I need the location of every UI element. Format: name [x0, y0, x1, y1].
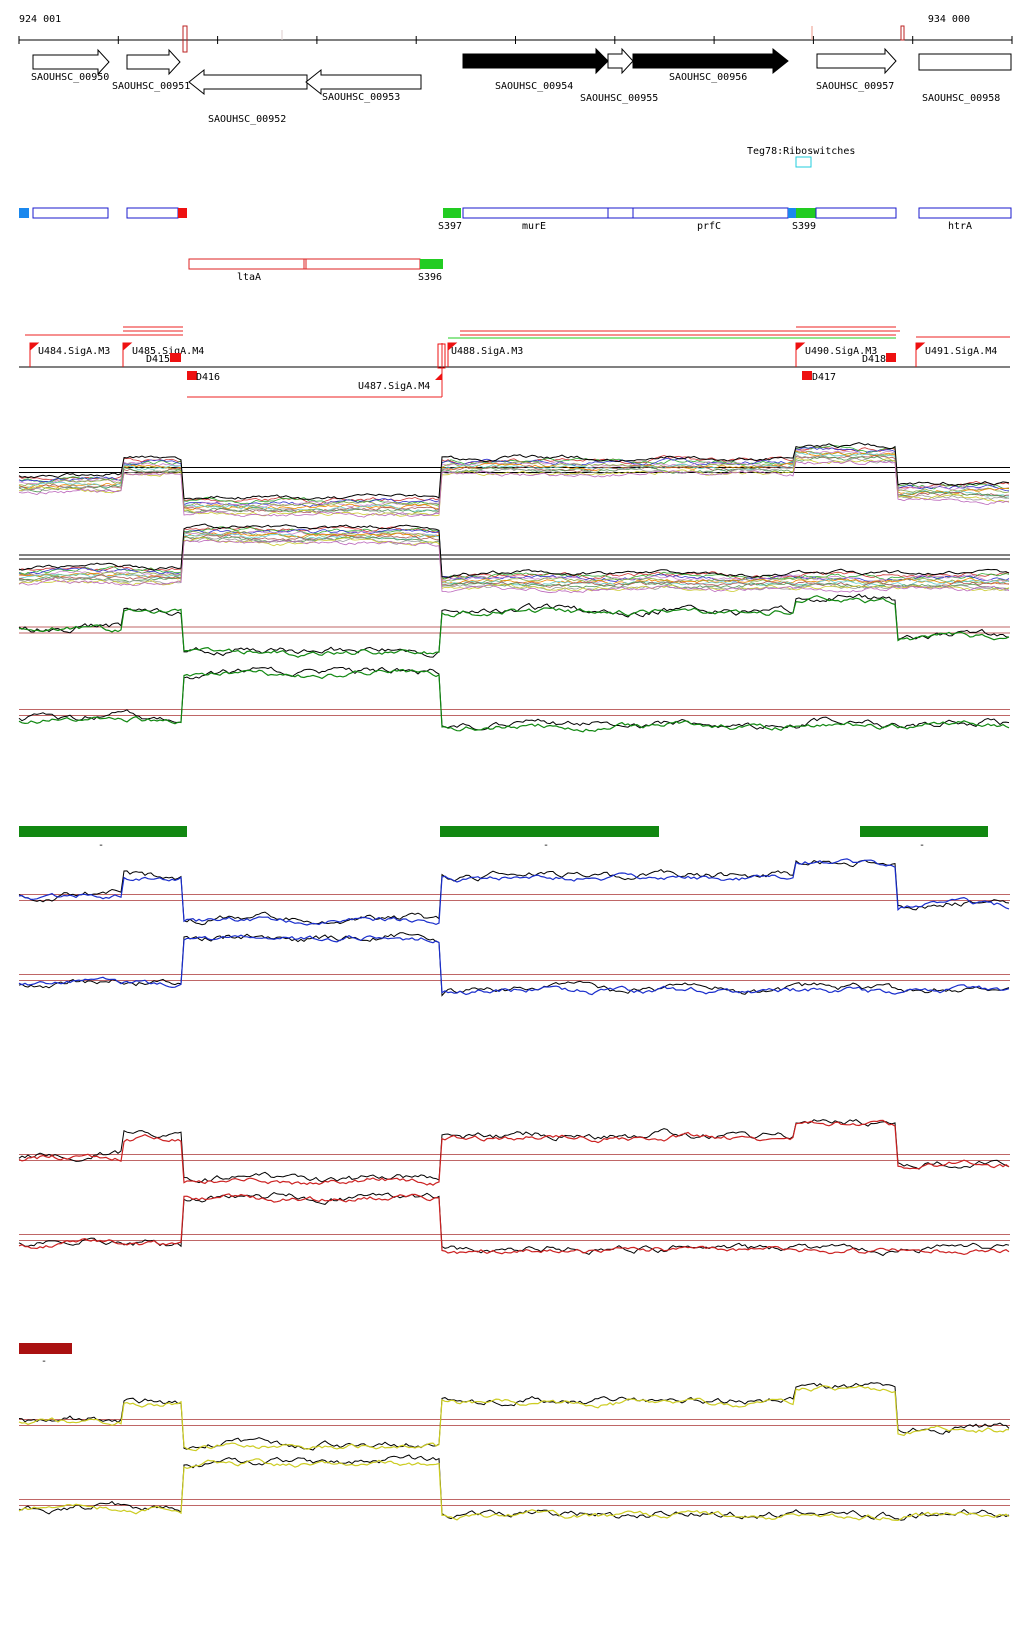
- feature-box[interactable]: [32, 207, 109, 219]
- gene-saouhsc-00956[interactable]: SAOUHSC_00956: [632, 47, 789, 83]
- ruler-end-coordinate: 934 000: [928, 14, 970, 25]
- terminator-label: D415: [146, 354, 170, 365]
- feature-label: S397: [438, 221, 462, 232]
- condition-bar[interactable]: -: [440, 826, 659, 851]
- feature-label: S399: [792, 221, 816, 232]
- blue-track-plus: [18, 858, 1010, 926]
- riboswitch-annotation[interactable]: Teg78:Riboswitches: [747, 146, 855, 168]
- gene-label: SAOUHSC_00956: [669, 72, 747, 83]
- riboswitch-box: [795, 156, 812, 168]
- ruler-marker: [900, 25, 905, 41]
- transcript-track: U484.SigA.M3 U485.SigA.M4 D415 D416 U487…: [19, 326, 1010, 398]
- gene-label: SAOUHSC_00958: [922, 93, 1000, 104]
- gene-label: SAOUHSC_00957: [816, 81, 894, 92]
- condition-bar-label: -: [919, 840, 925, 851]
- multi-sample-track-plus: [18, 442, 1010, 518]
- feature-label: prfC: [697, 221, 721, 232]
- terminator-label: D416: [196, 372, 220, 383]
- gene-saouhsc-00951[interactable]: SAOUHSC_00951: [112, 48, 190, 92]
- feature-ltaa[interactable]: [188, 258, 307, 270]
- feature-marker: [788, 208, 796, 218]
- gene-saouhsc-00952[interactable]: SAOUHSC_00952: [188, 68, 308, 125]
- promoter-u487[interactable]: U487.SigA.M4: [358, 343, 446, 392]
- gene-track: SAOUHSC_00950 SAOUHSC_00951 SAOUHSC_0095…: [31, 47, 1012, 125]
- feature-box[interactable]: [305, 258, 421, 270]
- ruler-start-coordinate: 924 001: [19, 14, 61, 25]
- condition-bar[interactable]: -: [19, 826, 187, 851]
- feature-box[interactable]: [815, 207, 897, 219]
- feature-prfc[interactable]: [632, 207, 789, 219]
- gene-saouhsc-00950[interactable]: SAOUHSC_00950: [31, 48, 110, 83]
- promoter-u488[interactable]: U488.SigA.M3: [447, 342, 523, 367]
- feature-box[interactable]: [126, 207, 179, 219]
- feature-label: ltaA: [237, 272, 261, 283]
- gene-saouhsc-00955[interactable]: SAOUHSC_00955: [580, 47, 658, 104]
- condition-bar[interactable]: -: [19, 1343, 72, 1367]
- feature-marker: [178, 208, 187, 218]
- multi-sample-track-minus: [18, 523, 1010, 594]
- terminator-label: D418: [862, 354, 886, 365]
- feature-label: htrA: [948, 221, 972, 232]
- promoter-u491[interactable]: U491.SigA.M4: [915, 342, 997, 367]
- promoter-u484[interactable]: U484.SigA.M3: [29, 342, 110, 367]
- yellow-track-plus: [18, 1382, 1010, 1452]
- green-track-plus: [18, 593, 1010, 658]
- condition-bar[interactable]: -: [860, 826, 988, 851]
- promoter-u490[interactable]: U490.SigA.M3: [795, 342, 877, 367]
- feature-mure[interactable]: [462, 207, 609, 219]
- terminator-d418[interactable]: D418: [862, 353, 896, 365]
- promoter-u485[interactable]: U485.SigA.M4: [122, 342, 204, 367]
- red-track-plus: [18, 1119, 1010, 1186]
- terminator-d415[interactable]: D415: [146, 353, 181, 365]
- gene-label: SAOUHSC_00955: [580, 93, 658, 104]
- coordinate-ruler: 924 001 934 000: [18, 14, 1013, 53]
- gene-label: SAOUHSC_00952: [208, 114, 286, 125]
- terminator-d416[interactable]: D416: [187, 371, 220, 383]
- blue-track-minus: [18, 932, 1010, 997]
- ruler-marker: [182, 25, 188, 53]
- feature-s396[interactable]: [420, 259, 443, 269]
- riboswitch-label: Teg78:Riboswitches: [747, 146, 855, 157]
- feature-marker: [19, 208, 29, 218]
- green-track-minus: [18, 666, 1010, 733]
- condition-bars: - - - -: [19, 826, 988, 1367]
- feature-s399[interactable]: [796, 208, 816, 218]
- condition-bar-label: -: [41, 1356, 47, 1367]
- red-track-minus: [18, 1192, 1010, 1257]
- terminator-d417[interactable]: D417: [802, 371, 836, 383]
- gene-saouhsc-00954[interactable]: SAOUHSC_00954: [462, 47, 609, 92]
- condition-bar-label: -: [98, 840, 104, 851]
- condition-bar-label: -: [543, 840, 549, 851]
- plus-strand-features: S397 murE prfC S399 htrA: [19, 207, 1012, 232]
- expression-tracks: [18, 442, 1010, 1522]
- gene-saouhsc-00957[interactable]: SAOUHSC_00957: [816, 47, 897, 92]
- promoter-label: U488.SigA.M3: [451, 346, 523, 357]
- gene-label: SAOUHSC_00951: [112, 81, 190, 92]
- promoter-label: U484.SigA.M3: [38, 346, 110, 357]
- feature-label: S396: [418, 272, 442, 283]
- yellow-track-minus: [18, 1454, 1010, 1522]
- gene-saouhsc-00958[interactable]: SAOUHSC_00958: [918, 53, 1012, 104]
- feature-box[interactable]: [607, 207, 634, 219]
- feature-label: murE: [522, 221, 546, 232]
- ruler-ticks: [18, 36, 1013, 44]
- promoter-label: U485.SigA.M4: [132, 346, 204, 357]
- gene-label: SAOUHSC_00954: [495, 81, 573, 92]
- promoter-label: U487.SigA.M4: [358, 381, 430, 392]
- gene-label: SAOUHSC_00953: [322, 92, 400, 103]
- feature-htra[interactable]: [918, 207, 1012, 219]
- feature-s397[interactable]: [443, 208, 461, 218]
- gene-saouhsc-00953[interactable]: SAOUHSC_00953: [305, 68, 422, 103]
- promoter-label: U491.SigA.M4: [925, 346, 997, 357]
- minus-strand-features: ltaA S396: [188, 258, 443, 283]
- promoter-label: U490.SigA.M3: [805, 346, 877, 357]
- gene-label: SAOUHSC_00950: [31, 72, 109, 83]
- terminator-label: D417: [812, 372, 836, 383]
